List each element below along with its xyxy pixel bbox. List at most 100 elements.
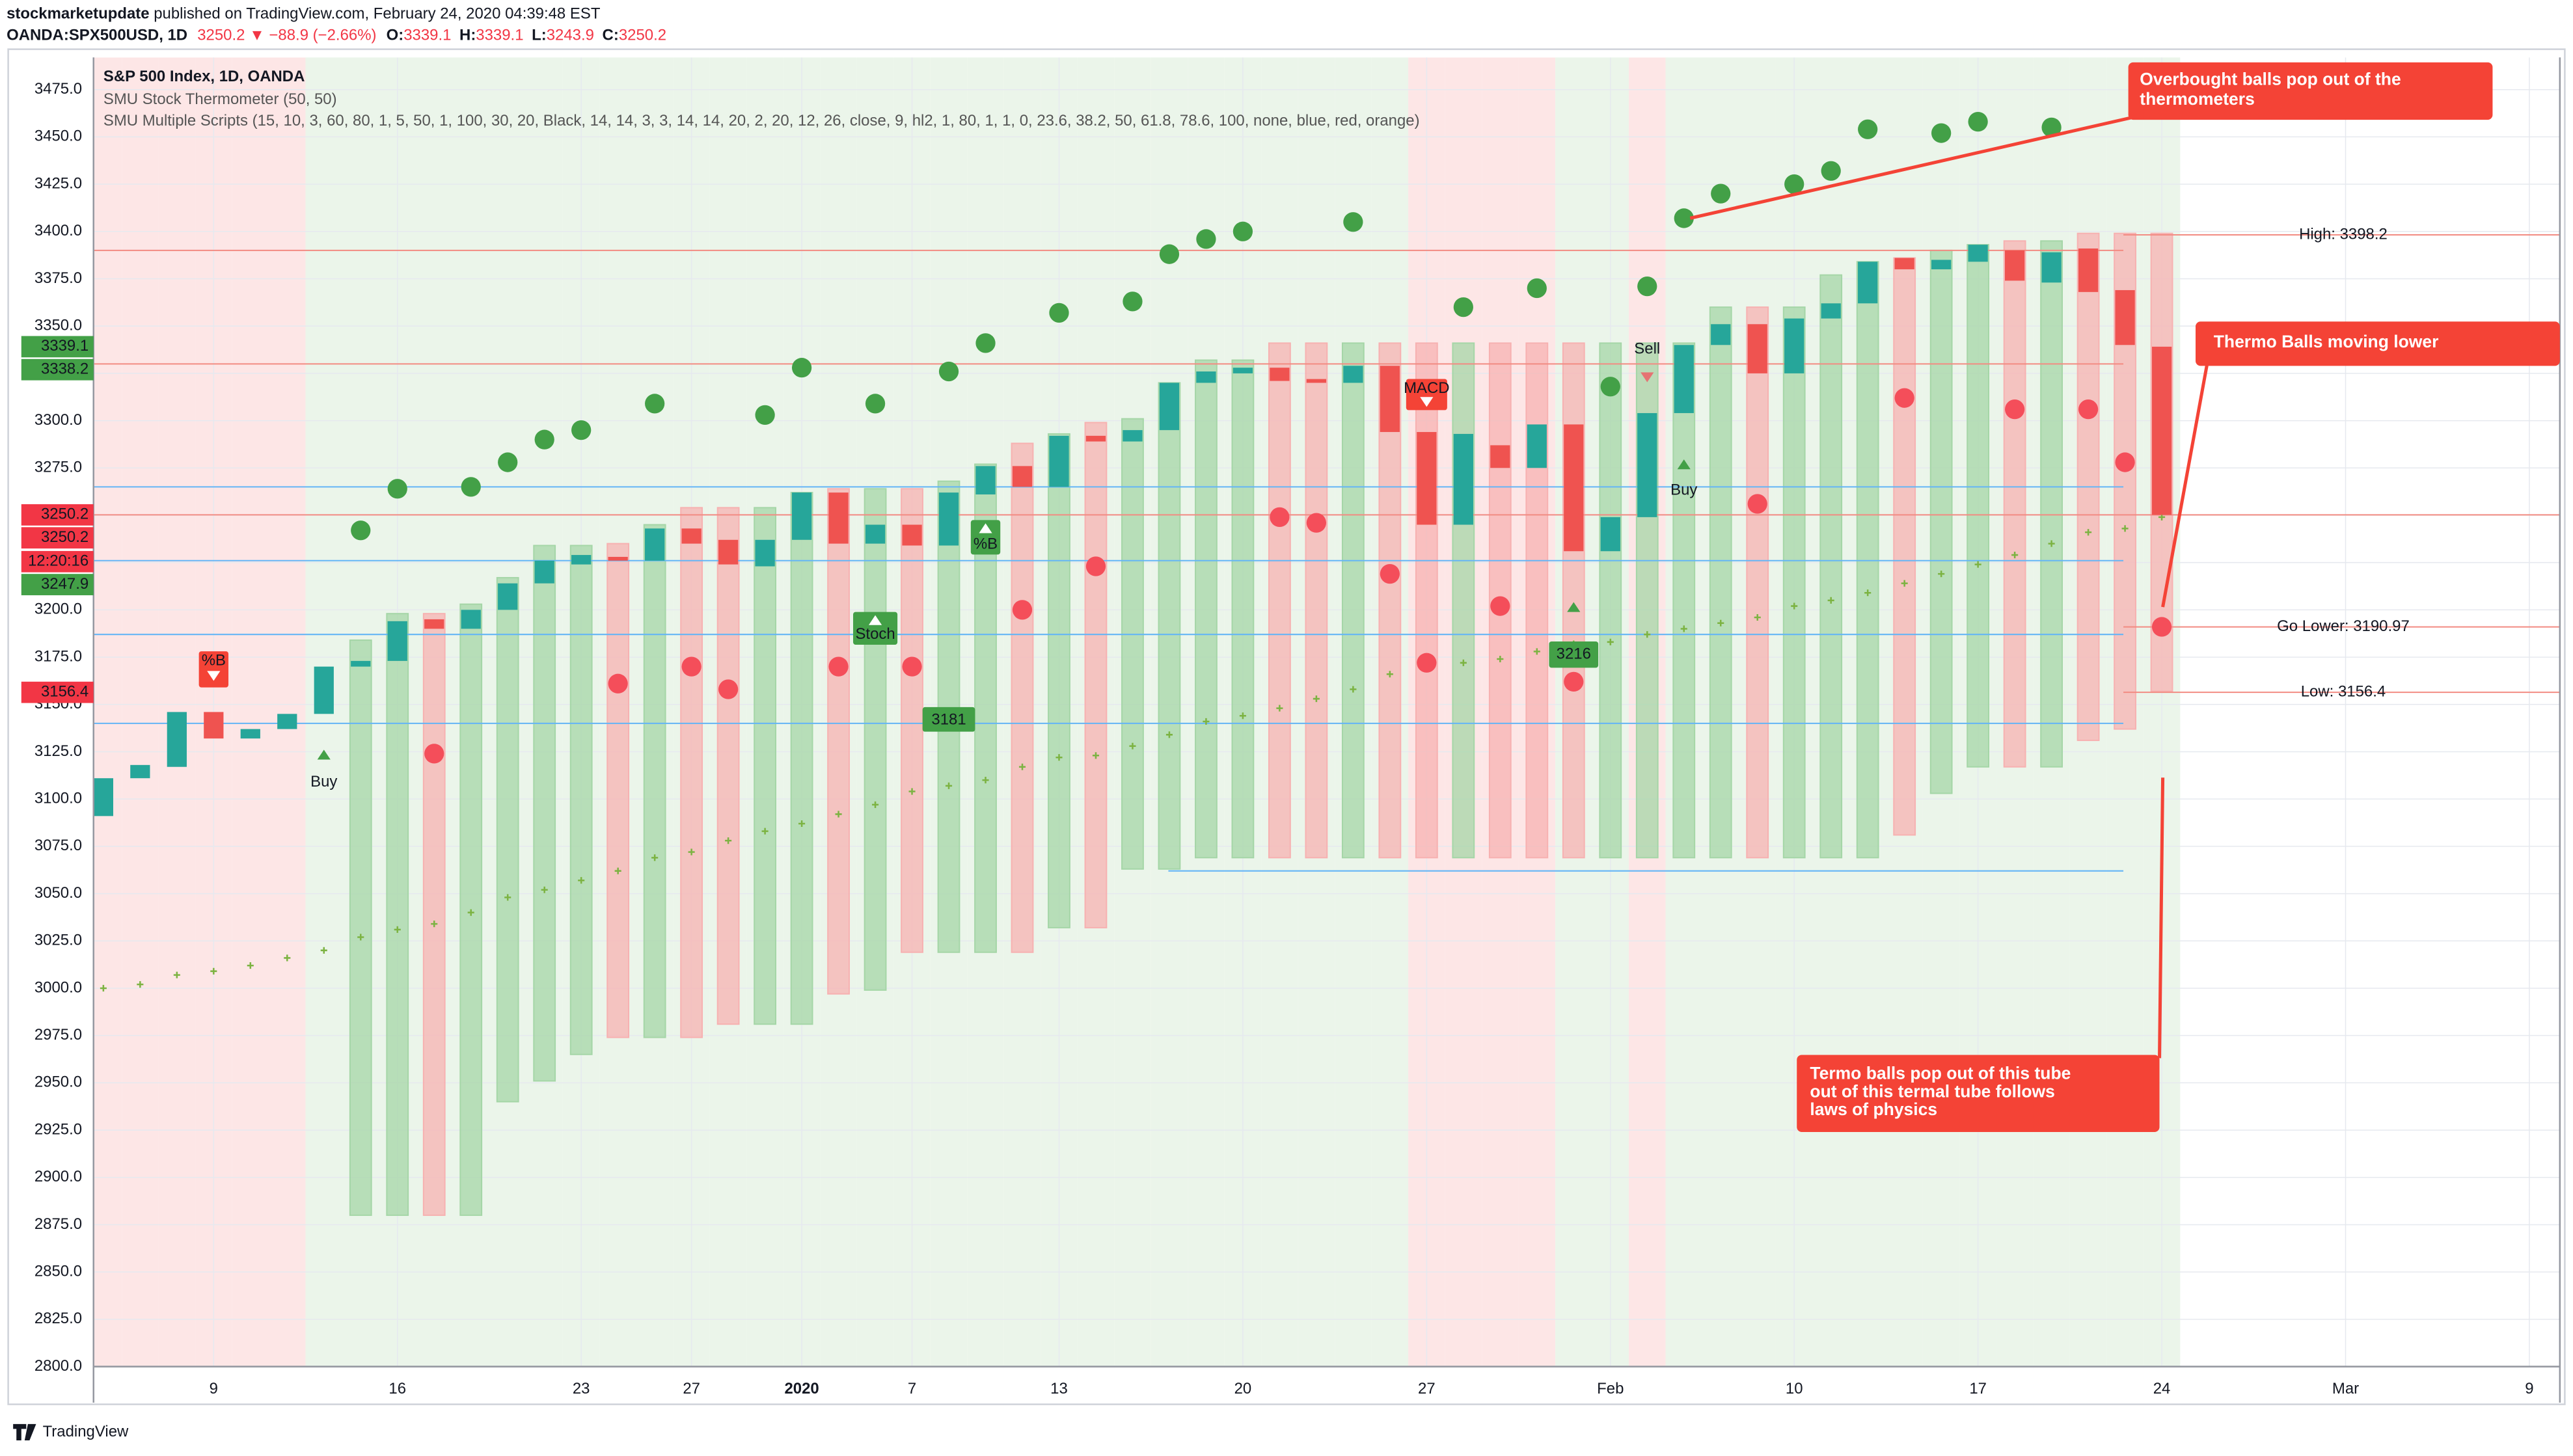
x-tick-label: Mar <box>2332 1380 2359 1397</box>
callout-text: thermometers <box>2140 89 2255 109</box>
candle-body <box>1196 371 1216 383</box>
candle-body <box>2151 346 2172 515</box>
callout-text: out of this termal tube follows <box>1810 1081 2054 1101</box>
signal-box <box>1549 641 1599 668</box>
callout-text: Thermo Balls moving lower <box>2214 332 2439 351</box>
thermometer-tube <box>1231 359 1255 859</box>
candle-body <box>645 528 665 561</box>
ohlc-key: L: <box>532 27 547 44</box>
overbought-ball <box>351 520 371 541</box>
ohlc-value: 3339.1 <box>476 27 523 44</box>
signals: %B Buy Stoch 3181 %B MACD 3216 Sell Buy <box>198 340 1697 790</box>
x-tick-label: 7 <box>908 1380 916 1397</box>
average-marker <box>320 947 327 954</box>
signal-label: %B <box>973 535 998 553</box>
x-tick-label: 24 <box>2153 1380 2171 1397</box>
average-marker <box>210 967 217 975</box>
thermometer-tube <box>1562 342 1585 859</box>
y-tick-label: 2800.0 <box>34 1357 82 1375</box>
y-tick-label: 2850.0 <box>34 1262 82 1280</box>
average-marker <box>1165 731 1173 738</box>
candle-body <box>571 555 592 565</box>
overbought-ball <box>1968 112 1988 132</box>
level-label: High: 3398.2 <box>2299 225 2388 243</box>
overbought-ball <box>1858 119 1878 139</box>
legend-entry: SMU Multiple Scripts (15, 10, 3, 60, 80,… <box>103 112 1420 129</box>
average-marker <box>1974 561 1981 568</box>
average-marker <box>835 811 842 818</box>
signal-arrow <box>1640 372 1654 383</box>
average-marker <box>173 971 180 978</box>
average-marker <box>614 867 621 874</box>
signal-box <box>198 651 229 688</box>
average-marker <box>1203 718 1210 725</box>
overbought-ball <box>534 429 554 450</box>
x-tick-label: 20 <box>1234 1380 1252 1397</box>
y-tick-label: 3075.0 <box>34 837 82 854</box>
thermometer-tube <box>1268 342 1291 859</box>
overbought-ball <box>1527 278 1547 299</box>
candle-body <box>718 539 739 565</box>
candle-body <box>1637 412 1657 517</box>
average-marker <box>394 926 401 933</box>
average-marker <box>357 934 364 941</box>
overbought-ball <box>1711 183 1731 204</box>
candle-body <box>240 729 260 739</box>
overbought-ball <box>1637 276 1657 297</box>
candle-body <box>387 621 407 661</box>
x-tick-label: 16 <box>388 1380 406 1397</box>
average-marker <box>1239 712 1246 720</box>
x-tick-label: 9 <box>210 1380 218 1397</box>
price-tag <box>21 681 94 703</box>
candle-body <box>1968 245 1988 262</box>
thermometer-tube <box>1048 433 1070 928</box>
signal-box <box>1406 379 1447 411</box>
y-tick-label: 3375.0 <box>34 269 82 287</box>
y-tick-label: 3475.0 <box>34 80 82 98</box>
y-tick-label: 3100.0 <box>34 790 82 807</box>
price-tag-label: 3338.2 <box>41 360 88 378</box>
thermometer-tube <box>496 576 519 1103</box>
average-marker <box>137 981 144 988</box>
plot-area: High: 3398.2 Go Lower: 3190.97 Low: 3156.4 <box>93 57 2560 1367</box>
candle-body <box>791 492 812 540</box>
overbought-ball <box>1049 303 1069 323</box>
candle-body <box>1674 345 1694 413</box>
thermometer-tube <box>1525 342 1549 859</box>
candle-body <box>2078 248 2099 292</box>
overbought-ball <box>2041 117 2062 137</box>
average-marker <box>1680 625 1687 632</box>
x-tick-label: Feb <box>1597 1380 1624 1397</box>
average-marker <box>1533 648 1540 655</box>
oversold-ball <box>902 656 922 677</box>
frame <box>7 48 2566 1405</box>
candle-body <box>1270 368 1290 381</box>
thermometer-tube <box>1599 342 1622 859</box>
callout: Thermo Balls moving lower <box>2161 321 2560 608</box>
signal-arrow <box>868 615 882 625</box>
overbought-ball <box>1784 174 1804 195</box>
thermometer-tube <box>1672 342 1696 859</box>
level-label: Go Lower: 3190.97 <box>2277 617 2410 635</box>
thermometer-tube <box>1195 359 1218 859</box>
oversold-ball <box>2115 452 2135 472</box>
candle-body <box>1232 368 1253 373</box>
average-marker <box>1313 695 1320 703</box>
oversold-ball <box>1564 671 1584 692</box>
candle-body <box>1159 383 1180 431</box>
thermometer-tube <box>1452 342 1475 859</box>
average-marker <box>1827 597 1834 604</box>
overbought-ball <box>1196 229 1216 249</box>
candle-body <box>1821 303 1841 319</box>
average-marker <box>688 848 695 856</box>
overbought-ball <box>1600 377 1620 397</box>
y-tick-label: 2925.0 <box>34 1120 82 1138</box>
thermometer-tube <box>1305 342 1328 859</box>
average-marker <box>1055 754 1063 761</box>
price-tag-label: 3156.4 <box>41 682 88 700</box>
price-tag-label: 3247.9 <box>41 575 88 593</box>
callout-arrow <box>1689 115 2137 220</box>
legend-entry: S&P 500 Index, 1D, OANDA <box>103 68 305 85</box>
overbought-ball <box>461 477 481 497</box>
